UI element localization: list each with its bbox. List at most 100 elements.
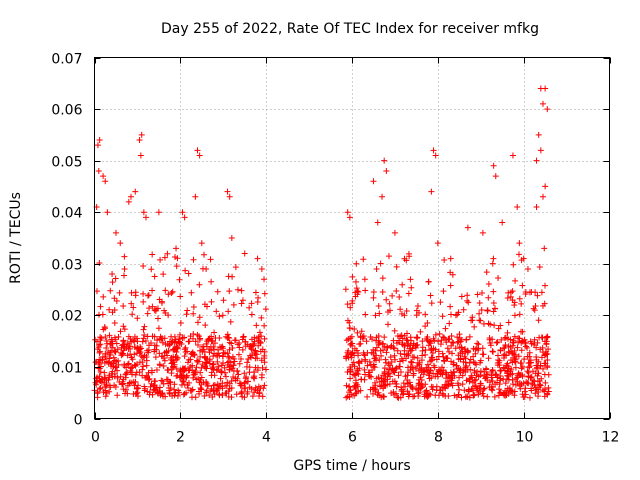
data-point	[426, 370, 433, 377]
data-point	[109, 368, 116, 375]
data-point	[467, 356, 474, 363]
data-point	[440, 288, 447, 295]
data-point	[167, 379, 174, 386]
data-point	[257, 340, 264, 347]
data-point	[538, 375, 545, 382]
data-point	[210, 361, 217, 368]
data-point	[225, 308, 232, 315]
data-point	[124, 340, 131, 347]
data-point	[483, 269, 490, 276]
data-point	[354, 329, 361, 336]
data-point	[226, 193, 233, 200]
data-point	[495, 275, 502, 282]
data-point	[494, 352, 501, 359]
data-point	[136, 359, 143, 366]
data-point	[193, 364, 200, 371]
data-point	[218, 369, 225, 376]
data-point	[391, 345, 398, 352]
data-point	[246, 304, 253, 311]
data-point	[352, 384, 359, 391]
data-point	[409, 345, 416, 352]
data-point	[380, 383, 387, 390]
data-point	[246, 384, 253, 391]
data-point	[518, 359, 525, 366]
data-point	[156, 336, 163, 343]
data-point	[241, 380, 248, 387]
data-point	[121, 265, 128, 272]
data-point	[397, 350, 404, 357]
x-tick-label: 2	[176, 430, 185, 446]
data-point	[218, 362, 225, 369]
data-point	[240, 333, 247, 340]
data-point	[206, 392, 213, 399]
data-point	[352, 289, 359, 296]
data-point	[395, 372, 402, 379]
data-point	[167, 385, 174, 392]
data-point	[394, 333, 401, 340]
data-point	[227, 318, 234, 325]
data-point	[458, 394, 465, 401]
data-point	[464, 224, 471, 231]
data-point	[242, 375, 249, 382]
data-point	[394, 347, 401, 354]
data-point	[455, 365, 462, 372]
data-point	[223, 382, 230, 389]
data-point	[201, 251, 208, 258]
data-point	[440, 334, 447, 341]
data-point	[257, 348, 264, 355]
data-point	[151, 348, 158, 355]
data-point	[127, 193, 134, 200]
data-point	[521, 394, 528, 401]
data-point	[497, 322, 504, 329]
data-point	[382, 373, 389, 380]
data-point	[475, 389, 482, 396]
data-point	[204, 382, 211, 389]
data-point	[194, 147, 201, 154]
data-point	[156, 384, 163, 391]
data-point	[137, 152, 144, 159]
data-point	[358, 328, 365, 335]
data-point	[177, 319, 184, 326]
data-point	[505, 289, 512, 296]
data-point	[370, 289, 377, 296]
data-point	[493, 339, 500, 346]
data-point	[230, 362, 237, 369]
data-point	[366, 358, 373, 365]
data-point	[376, 356, 383, 363]
data-point	[125, 198, 132, 205]
data-point	[182, 365, 189, 372]
y-tick-label: 0.07	[51, 52, 82, 68]
data-point	[427, 358, 434, 365]
data-point	[451, 372, 458, 379]
data-point	[99, 356, 106, 363]
data-point	[485, 294, 492, 301]
data-point	[214, 381, 221, 388]
data-point	[112, 364, 119, 371]
data-point	[386, 367, 393, 374]
data-point	[482, 374, 489, 381]
data-point	[213, 367, 220, 374]
data-point	[149, 391, 156, 398]
data-point	[404, 380, 411, 387]
data-point	[97, 384, 104, 391]
data-point	[373, 352, 380, 359]
data-point	[419, 338, 426, 345]
data-point	[208, 372, 215, 379]
data-point	[452, 312, 459, 319]
data-point	[531, 307, 538, 314]
data-point	[158, 299, 165, 306]
data-point	[185, 384, 192, 391]
data-point	[122, 371, 129, 378]
data-point	[230, 367, 237, 374]
data-point	[342, 286, 349, 293]
data-point	[417, 328, 424, 335]
data-point	[504, 329, 511, 336]
data-point	[381, 334, 388, 341]
data-point	[462, 393, 469, 400]
data-point	[183, 372, 190, 379]
data-point	[538, 354, 545, 361]
data-point	[447, 255, 454, 262]
data-point	[254, 299, 261, 306]
data-point	[362, 311, 369, 318]
